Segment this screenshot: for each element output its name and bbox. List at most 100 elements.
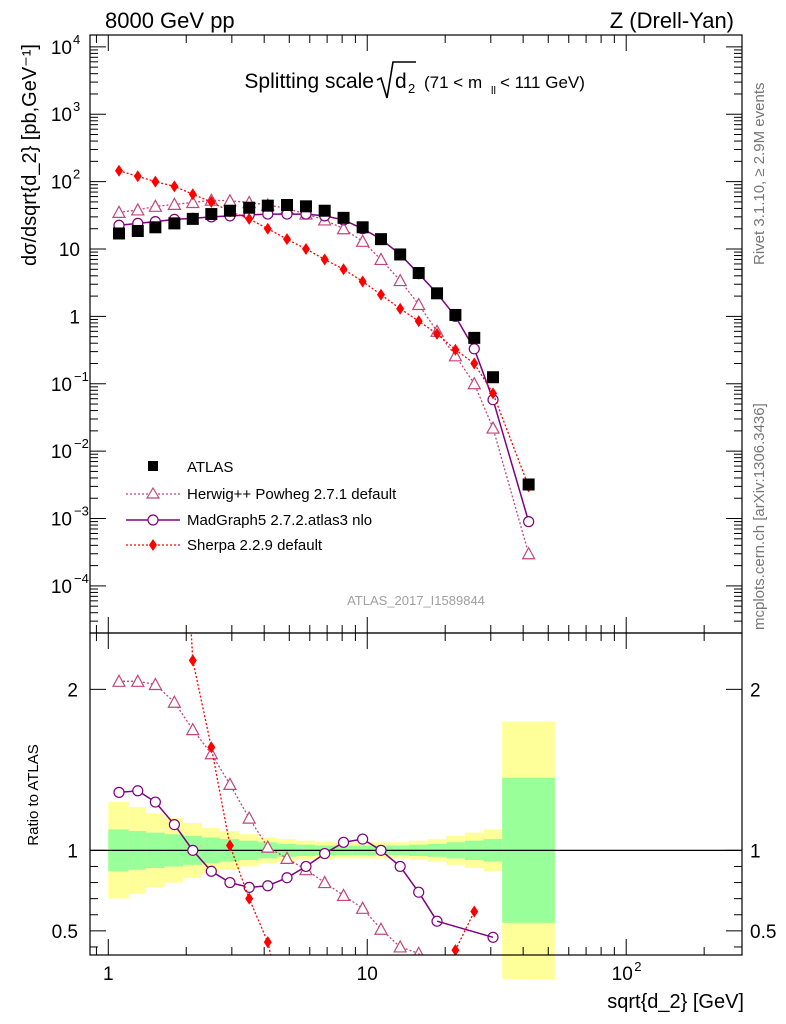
mcplots-label: mcplots.cern.ch [arXiv:1306.3436] bbox=[751, 403, 768, 630]
point-atlas-5 bbox=[205, 208, 218, 221]
point-sherpa-2 bbox=[151, 175, 160, 188]
y-tick-label-main: 10 −4 bbox=[51, 571, 89, 598]
title-sym: d bbox=[395, 70, 407, 93]
y-tick-label-base: 10 bbox=[51, 375, 72, 396]
y-axis-label-ratio: Ratio to ATLAS bbox=[25, 744, 42, 845]
point-sherpa-4 bbox=[188, 188, 197, 201]
rivet-label: Rivet 3.1.10, ≥ 2.9M events bbox=[751, 83, 768, 266]
ratio-point-sherpa-6 bbox=[225, 839, 234, 852]
ratio-point-madgraph-3 bbox=[168, 818, 180, 831]
ratio-point-madgraph-6 bbox=[224, 876, 236, 889]
point-atlas-14 bbox=[374, 233, 387, 246]
ratio-madgraph-bridge bbox=[436, 920, 494, 939]
header-right: Z (Drell-Yan) bbox=[610, 8, 734, 33]
legend-marker-madgraph bbox=[147, 514, 159, 526]
ratio-axes: 0.5 0.51 12 21 10 10 2 bbox=[52, 633, 776, 985]
y-axis-label-main: dσ/dsqrt{d_2} [pb,GeV⁻¹] bbox=[19, 44, 41, 266]
ratio-point-madgraph-10 bbox=[300, 860, 312, 873]
legend-entry-atlas: ATLAS bbox=[148, 459, 233, 476]
x-tick-label-base: 10 bbox=[357, 964, 378, 985]
point-atlas-0 bbox=[112, 227, 125, 240]
title-range: (71 < m bbox=[424, 73, 482, 92]
title-range-end: < 111 GeV) bbox=[500, 73, 585, 92]
y-tick-label-ratio: 2 bbox=[67, 680, 78, 701]
y-tick-label-exp: 3 bbox=[73, 99, 80, 114]
legend-marker-atlas bbox=[148, 461, 158, 471]
point-atlas-11 bbox=[318, 204, 331, 217]
ratio-point-madgraph-0 bbox=[113, 786, 125, 798]
legend-label-herwig: Herwig++ Powheg 2.7.1 default bbox=[187, 486, 397, 503]
legend-entry-madgraph: MadGraph5 2.7.2.atlas3 nlo bbox=[126, 512, 372, 529]
legend-label-atlas: ATLAS bbox=[187, 459, 233, 476]
point-atlas-17 bbox=[431, 287, 444, 300]
point-atlas-7 bbox=[243, 201, 256, 214]
ratio-point-herwig-15 bbox=[393, 939, 408, 953]
ratio-line-sherpa-0 bbox=[192, 660, 269, 943]
y-tick-label-exp: 4 bbox=[73, 32, 80, 47]
point-sherpa-14 bbox=[376, 288, 385, 301]
y-tick-label-main: 10 4 bbox=[51, 32, 80, 59]
analysis-watermark: ATLAS_2017_I1589844 bbox=[347, 593, 485, 608]
x-axis-label: sqrt{d_2} [GeV] bbox=[607, 991, 744, 1013]
y-tick-label-exp: −2 bbox=[74, 436, 89, 451]
ratio-data-layer bbox=[90, 633, 742, 955]
y-tick-label-main: 10 bbox=[59, 240, 80, 261]
ratio-point-herwig-0 bbox=[111, 674, 127, 687]
title-sub: 2 bbox=[408, 81, 415, 96]
point-herwig-13 bbox=[355, 234, 370, 247]
ratio-point-madgraph-11 bbox=[319, 847, 331, 860]
point-sherpa-8 bbox=[263, 222, 272, 235]
ratio-point-herwig-12 bbox=[336, 888, 351, 902]
point-herwig-6 bbox=[222, 193, 237, 207]
point-atlas-2 bbox=[149, 221, 162, 234]
y-tick-label-main: 10 2 bbox=[51, 167, 80, 194]
ratio-point-herwig-4 bbox=[185, 722, 200, 736]
point-sherpa-17 bbox=[433, 327, 442, 340]
y-tick-label-exp: −1 bbox=[74, 369, 89, 384]
point-herwig-20 bbox=[486, 420, 501, 434]
ratio-point-madgraph-13 bbox=[357, 833, 369, 845]
point-atlas-16 bbox=[412, 267, 425, 280]
title-main: Splitting scale bbox=[244, 70, 374, 93]
y-tick-label-base: 10 bbox=[51, 510, 72, 531]
ratio-point-herwig-16 bbox=[413, 946, 424, 955]
sqrt-sign-icon bbox=[376, 61, 416, 99]
point-atlas-8 bbox=[261, 199, 274, 212]
ratio-point-madgraph-4 bbox=[187, 844, 199, 856]
ratio-sherpa-entry bbox=[190, 633, 194, 661]
ratio-line-herwig-0 bbox=[118, 680, 419, 955]
ratio-point-madgraph-5 bbox=[205, 865, 217, 877]
point-herwig-1 bbox=[130, 202, 145, 216]
y-tick-label-main: 10 −2 bbox=[51, 436, 89, 463]
ratio-point-madgraph-8 bbox=[262, 880, 274, 892]
point-atlas-4 bbox=[186, 212, 199, 225]
x-tick-label-exp: 2 bbox=[634, 959, 641, 974]
x-tick-label: 10 2 bbox=[612, 959, 642, 985]
point-atlas-19 bbox=[468, 331, 481, 344]
ratio-point-madgraph-2 bbox=[149, 796, 161, 808]
ratio-point-herwig-11 bbox=[317, 875, 332, 889]
point-atlas-3 bbox=[168, 217, 181, 230]
ratio-point-sherpa-19 bbox=[470, 905, 479, 918]
point-herwig-2 bbox=[148, 199, 163, 212]
point-herwig-12 bbox=[336, 221, 351, 235]
point-sherpa-19 bbox=[470, 357, 479, 370]
point-madgraph-19 bbox=[468, 343, 480, 355]
point-herwig-19 bbox=[467, 376, 482, 390]
y-tick-label-base: 10 bbox=[59, 240, 80, 261]
ratio-frame bbox=[89, 632, 743, 956]
point-sherpa-1 bbox=[133, 170, 142, 183]
ratio-point-herwig-6 bbox=[222, 777, 237, 790]
series-line-madgraph bbox=[118, 213, 530, 522]
ratio-point-herwig-8 bbox=[260, 839, 275, 853]
point-atlas-9 bbox=[281, 198, 294, 211]
y-tick-label-base: 10 bbox=[51, 105, 72, 126]
ratio-sherpa-extensions bbox=[190, 633, 494, 955]
point-herwig-16 bbox=[411, 297, 426, 311]
ratio-sherpa-exit bbox=[267, 941, 272, 955]
y-tick-label-ratio-right: 1 bbox=[750, 841, 761, 862]
legend-label-sherpa: Sherpa 2.2.9 default bbox=[187, 537, 323, 554]
